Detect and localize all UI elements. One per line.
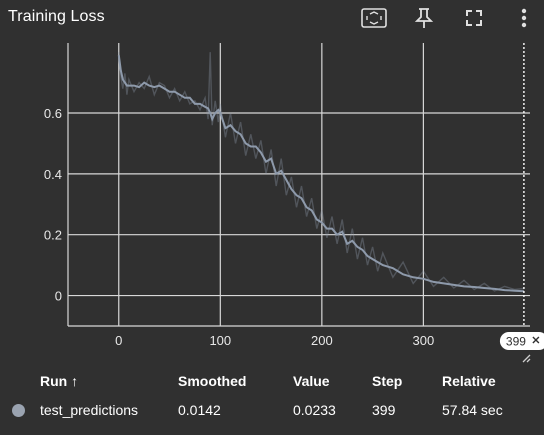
header-smoothed[interactable]: Smoothed [178, 373, 247, 389]
header-relative[interactable]: Relative [442, 373, 496, 389]
more-options-button[interactable] [510, 4, 538, 32]
cursor-chip [499, 332, 544, 350]
fit-domain-icon [361, 8, 387, 28]
relative-time: 57.84 sec [442, 402, 503, 418]
smoothed-line [117, 55, 524, 293]
cursor-step-label: 399 [506, 335, 526, 349]
smoothed-series [117, 55, 524, 293]
step-cursor[interactable]: 399 [499, 43, 544, 350]
raw-series [118, 52, 524, 292]
x-tick-label: 300 [413, 333, 435, 348]
header-run[interactable]: Run ↑ [40, 373, 79, 389]
run-name: test_predictions [40, 402, 139, 418]
x-tick-label: 100 [209, 333, 231, 348]
raw-line [118, 52, 524, 292]
fullscreen-icon [466, 10, 482, 26]
resize-handle-icon[interactable] [520, 352, 532, 364]
y-tick-label: 0.2 [44, 228, 62, 243]
y-tick-label: 0.6 [44, 106, 62, 121]
smoothed-value: 0.0142 [178, 402, 221, 418]
header-step[interactable]: Step [372, 373, 403, 389]
x-tick-label: 200 [311, 333, 333, 348]
pin-button[interactable] [410, 4, 438, 32]
close-icon[interactable] [532, 336, 540, 344]
axes: 0 0.2 0.4 0.6 0 100 200 300 [44, 43, 530, 348]
y-tick-label: 0 [55, 289, 62, 304]
x-tick-label: 0 [115, 333, 122, 348]
card-title: Training Loss [8, 8, 105, 25]
y-tick-label: 0.4 [44, 167, 62, 182]
plot-area[interactable] [68, 43, 530, 326]
header-value[interactable]: Value [293, 373, 330, 389]
raw-value: 0.0233 [293, 402, 336, 418]
step-value: 399 [372, 402, 396, 418]
pin-icon [414, 8, 434, 28]
fit-domain-button[interactable] [360, 4, 388, 32]
more-vert-icon [521, 8, 527, 28]
fullscreen-button[interactable] [460, 4, 488, 32]
close-icon-path [532, 336, 540, 344]
loss-chart[interactable]: 0 0.2 0.4 0.6 0 100 200 300 399 [0, 0, 544, 366]
card-header: Training Loss [0, 0, 544, 36]
run-color-swatch [12, 404, 25, 417]
